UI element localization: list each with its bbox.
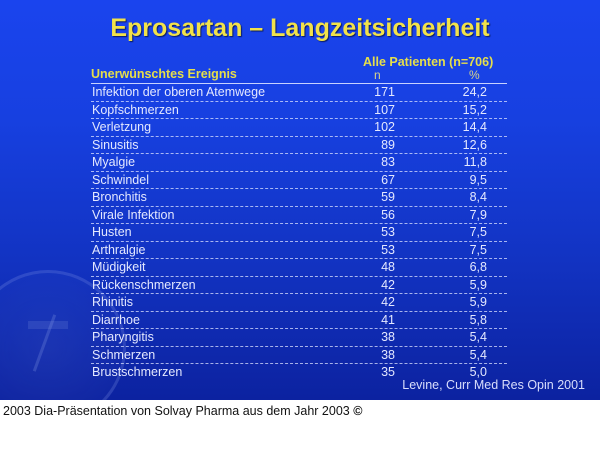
row-pct: 24,2 — [462, 85, 487, 99]
table-row: Kopfschmerzen 107 15,2 — [91, 102, 507, 119]
table-row: Müdigkeit 48 6,8 — [91, 259, 507, 277]
table-row: Husten 53 7,5 — [91, 224, 507, 242]
row-label: Arthralgie — [92, 242, 146, 257]
table-row: Arthralgie 53 7,5 — [91, 242, 507, 259]
row-n: 42 — [381, 295, 395, 309]
column-header-event: Unerwünschtes Ereignis — [91, 67, 237, 81]
row-pct: 14,4 — [462, 120, 487, 134]
table-row: Rhinitis 42 5,9 — [91, 294, 507, 312]
row-pct: 5,4 — [469, 347, 487, 362]
table-row: Schmerzen 38 5,4 — [91, 347, 507, 364]
row-label: Brustschmerzen — [92, 365, 183, 379]
row-n: 83 — [381, 155, 395, 169]
row-label: Kopfschmerzen — [92, 102, 179, 117]
row-label: Schmerzen — [92, 347, 156, 362]
row-label: Husten — [92, 225, 132, 239]
row-label: Rückenschmerzen — [92, 277, 196, 292]
table-row: Infektion der oberen Atemwege 171 24,2 — [91, 84, 507, 102]
row-n: 41 — [381, 312, 395, 327]
table-row: Diarrhoe 41 5,8 — [91, 312, 507, 329]
row-label: Bronchitis — [92, 190, 147, 204]
row-pct: 6,8 — [469, 260, 487, 274]
row-n: 35 — [381, 365, 395, 379]
row-n: 102 — [374, 120, 395, 134]
row-pct: 5,0 — [469, 365, 487, 379]
row-n: 171 — [374, 85, 395, 99]
table-row: Virale Infektion 56 7,9 — [91, 207, 507, 224]
row-n: 53 — [381, 242, 395, 257]
row-pct: 7,5 — [469, 242, 487, 257]
column-header-pct: % — [469, 68, 480, 82]
row-label: Infektion der oberen Atemwege — [92, 85, 266, 99]
row-pct: 9,5 — [469, 172, 487, 187]
header-divider — [91, 83, 507, 84]
source-citation: Levine, Curr Med Res Opin 2001 — [402, 378, 585, 392]
image-caption: 2003 Dia-Präsentation von Solvay Pharma … — [3, 404, 362, 418]
row-label: Myalgie — [92, 155, 136, 169]
row-label: Müdigkeit — [92, 260, 146, 274]
slide-title: Eprosartan – Langzeitsicherheit — [110, 14, 490, 42]
row-n: 42 — [381, 277, 395, 292]
row-label: Diarrhoe — [92, 312, 140, 327]
copyright-icon: © — [353, 404, 363, 418]
table-row: Bronchitis 59 8,4 — [91, 189, 507, 207]
row-n: 59 — [381, 190, 395, 204]
row-pct: 11,8 — [463, 155, 487, 169]
row-n: 38 — [381, 347, 395, 362]
row-n: 107 — [374, 102, 395, 117]
row-label: Verletzung — [92, 120, 152, 134]
slide: Eprosartan – Langzeitsicherheit Alle Pat… — [0, 0, 600, 400]
table-row: Schwindel 67 9,5 — [91, 172, 507, 189]
row-pct: 12,6 — [462, 137, 487, 152]
row-pct: 7,9 — [469, 207, 487, 222]
row-n: 89 — [381, 137, 395, 152]
adverse-events-table: Infektion der oberen Atemwege 171 24,2 Kop… — [91, 84, 507, 381]
table-row: Pharyngitis 38 5,4 — [91, 329, 507, 347]
table-row: Verletzung 102 14,4 — [91, 119, 507, 137]
column-header-n: n — [374, 68, 381, 82]
table-row: Rückenschmerzen 42 5,9 — [91, 277, 507, 294]
row-n: 38 — [381, 330, 395, 344]
row-pct: 5,4 — [469, 330, 487, 344]
table-row: Myalgie 83 11,8 — [91, 154, 507, 172]
row-pct: 7,5 — [469, 225, 487, 239]
row-pct: 5,9 — [469, 277, 487, 292]
row-n: 53 — [381, 225, 395, 239]
row-n: 56 — [381, 207, 395, 222]
row-pct: 15,2 — [462, 102, 487, 117]
row-pct: 5,9 — [469, 295, 487, 309]
row-n: 48 — [381, 260, 395, 274]
row-pct: 5,8 — [469, 312, 487, 327]
row-label: Virale Infektion — [92, 207, 175, 222]
row-n: 67 — [381, 172, 395, 187]
row-label: Pharyngitis — [92, 330, 154, 344]
caption-text: 2003 Dia-Präsentation von Solvay Pharma … — [3, 404, 350, 418]
row-pct: 8,4 — [469, 190, 487, 204]
table-row: Brustschmerzen 35 5,0 — [91, 364, 507, 381]
group-header: Alle Patienten (n=706) — [363, 55, 494, 69]
row-label: Rhinitis — [92, 295, 133, 309]
row-label: Schwindel — [92, 172, 149, 187]
row-label: Sinusitis — [92, 137, 139, 152]
table-row: Sinusitis 89 12,6 — [91, 137, 507, 154]
